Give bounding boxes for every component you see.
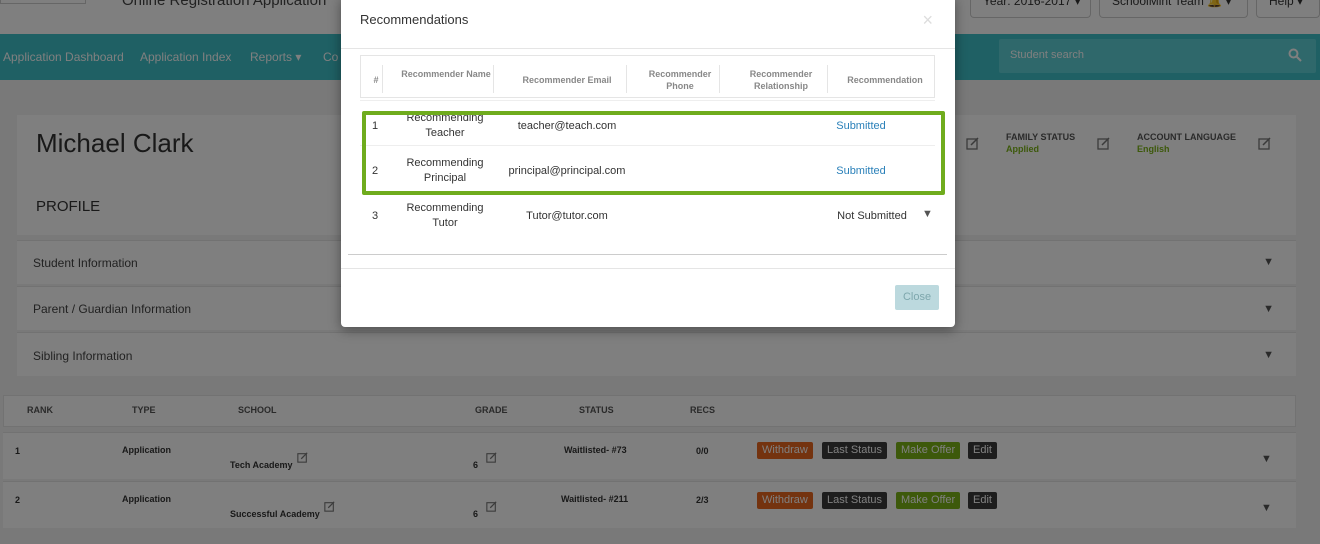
column-header-email: Recommender Email: [522, 75, 612, 85]
rec-status-link[interactable]: Submitted: [836, 165, 886, 177]
modal-footer-divider: [341, 268, 955, 269]
modal-title: Recommendations: [360, 12, 469, 27]
rec-email: principal@principal.com: [508, 165, 626, 177]
modal-header-divider: [341, 48, 955, 49]
table-bottom-divider: [348, 254, 947, 255]
rec-status: Not Submitted: [837, 210, 907, 222]
column-divider: [827, 65, 828, 93]
column-header-phone: Recommender Phone: [648, 69, 712, 91]
column-header-name: Recommender Name: [401, 69, 491, 79]
table-row: [360, 145, 935, 190]
column-divider: [382, 65, 383, 93]
rec-num: 3: [371, 210, 379, 222]
caret-down-icon[interactable]: ▼: [922, 208, 933, 220]
rec-email: Tutor@tutor.com: [526, 210, 608, 222]
column-divider: [626, 65, 627, 93]
highlight-annotation-box: [362, 111, 945, 195]
rec-num: 1: [371, 120, 379, 132]
table-row: [360, 100, 935, 145]
close-button[interactable]: Close: [895, 285, 939, 310]
column-header-recommendation: Recommendation: [847, 75, 923, 85]
column-divider: [719, 65, 720, 93]
rec-status-link[interactable]: Submitted: [836, 120, 886, 132]
rec-name: Recommending Principal: [406, 157, 484, 184]
rec-name: Recommending Teacher: [406, 112, 484, 139]
close-icon[interactable]: ×: [922, 10, 933, 30]
column-header-num: #: [373, 75, 379, 85]
recommendations-table-header: [360, 55, 935, 98]
recommendations-modal: Recommendations × # Recommender Name Rec…: [341, 0, 955, 327]
column-divider: [493, 65, 494, 93]
column-header-relationship: Recommender Relationship: [749, 69, 813, 91]
rec-email: teacher@teach.com: [517, 120, 617, 132]
rec-name: Recommending Tutor: [406, 202, 484, 229]
rec-num: 2: [371, 165, 379, 177]
